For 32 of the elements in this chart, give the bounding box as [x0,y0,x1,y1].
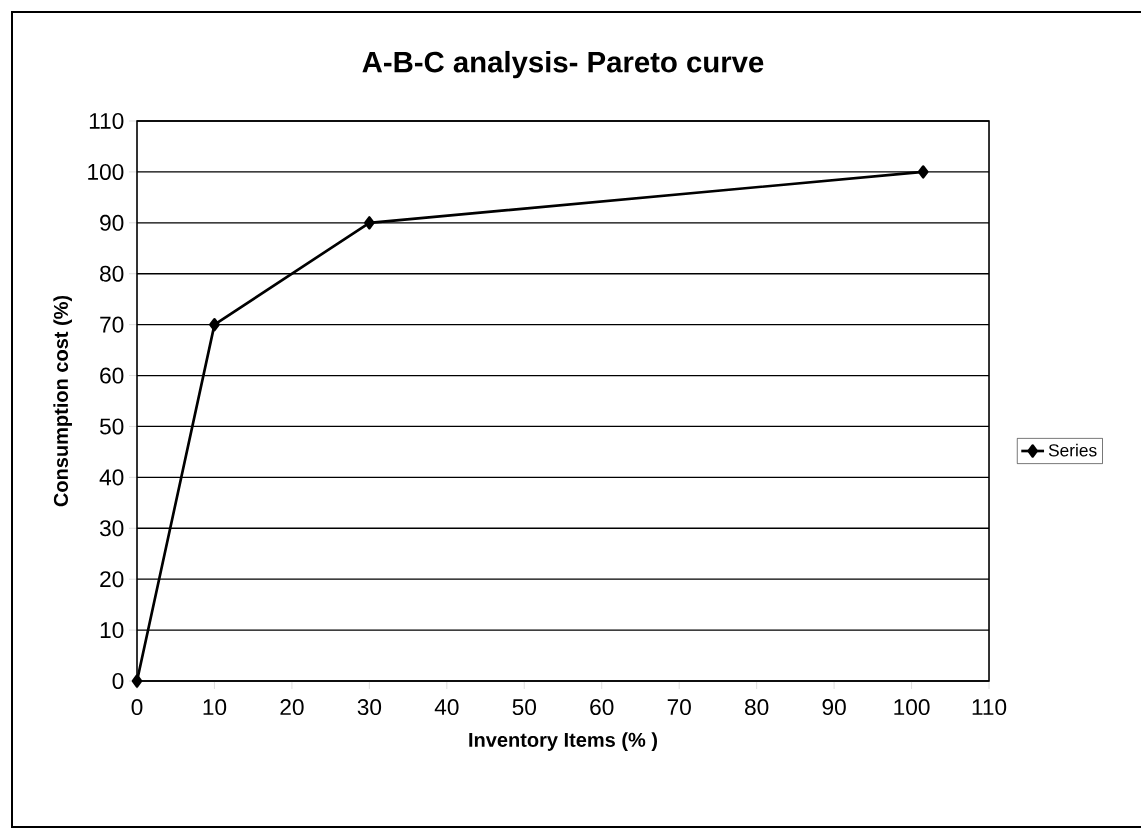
point [917,165,929,179]
y-tick-label: 40 [99,469,124,486]
y-tick-label: 90 [100,214,124,231]
x-tick-label: 100 [894,699,930,716]
point [209,317,220,332]
y-tick-label: 30 [99,520,124,537]
x-tick-label: 50 [512,699,537,716]
y-tick-label: 70 [100,316,124,333]
x-tick-label: 70 [667,699,691,716]
point [131,674,143,688]
y-tick-label: 80 [100,265,124,282]
x-tick-label: 80 [745,699,769,716]
y-tick-label: 0 [112,672,124,690]
point [364,216,375,230]
x-tick-label: 60 [590,699,614,716]
y-axis-title: Consumption cost (%) [53,295,72,507]
y-tick-label: 10 [100,622,124,639]
chart-title: A-B-C analysis- Pareto curve [362,50,764,79]
legend-label: Series [1048,443,1097,457]
x-tick-label: 30 [357,699,382,716]
x-tick-label: 0 [131,699,143,716]
y-tick-label: 110 [89,112,124,130]
y-tick-label: 60 [100,367,124,384]
x-tick-label: 10 [203,699,227,716]
x-tick-label: 40 [434,699,459,716]
x-tick-label: 90 [822,699,846,716]
x-axis-title: Inventory Items (% ) [469,732,658,751]
y-tick-label: 100 [88,163,124,180]
y-tick-label: 20 [100,571,124,588]
x-tick-label: 20 [280,699,304,716]
y-tick-label: 50 [99,418,124,435]
x-tick-label: 110 [972,699,1007,716]
